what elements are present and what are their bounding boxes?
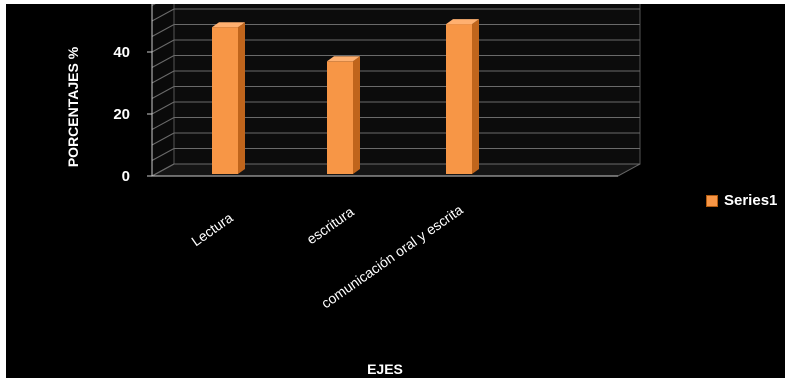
bar-front [446, 24, 472, 174]
bar-side [472, 19, 479, 174]
bar-side [353, 56, 360, 174]
bar-side [238, 22, 245, 174]
bar-front [212, 27, 238, 174]
y-tick-label: 20 [113, 106, 130, 123]
bar [327, 56, 360, 174]
bar [212, 22, 245, 174]
y-tick-label: 40 [113, 44, 130, 61]
y-tick-label: 0 [122, 168, 130, 185]
y-axis-title: PORCENTAJES % [65, 46, 81, 167]
x-tick-label: escritura [304, 203, 357, 247]
bar [446, 19, 479, 174]
legend-label-series1: Series1 [724, 192, 777, 209]
legend: Series1 [706, 192, 777, 209]
legend-swatch [706, 195, 718, 207]
x-axis-title: EJES [367, 361, 403, 377]
x-tick-label: Lectura [188, 209, 236, 249]
y-tick-labels: 0204060 [113, 4, 130, 185]
bar-front [327, 61, 353, 174]
